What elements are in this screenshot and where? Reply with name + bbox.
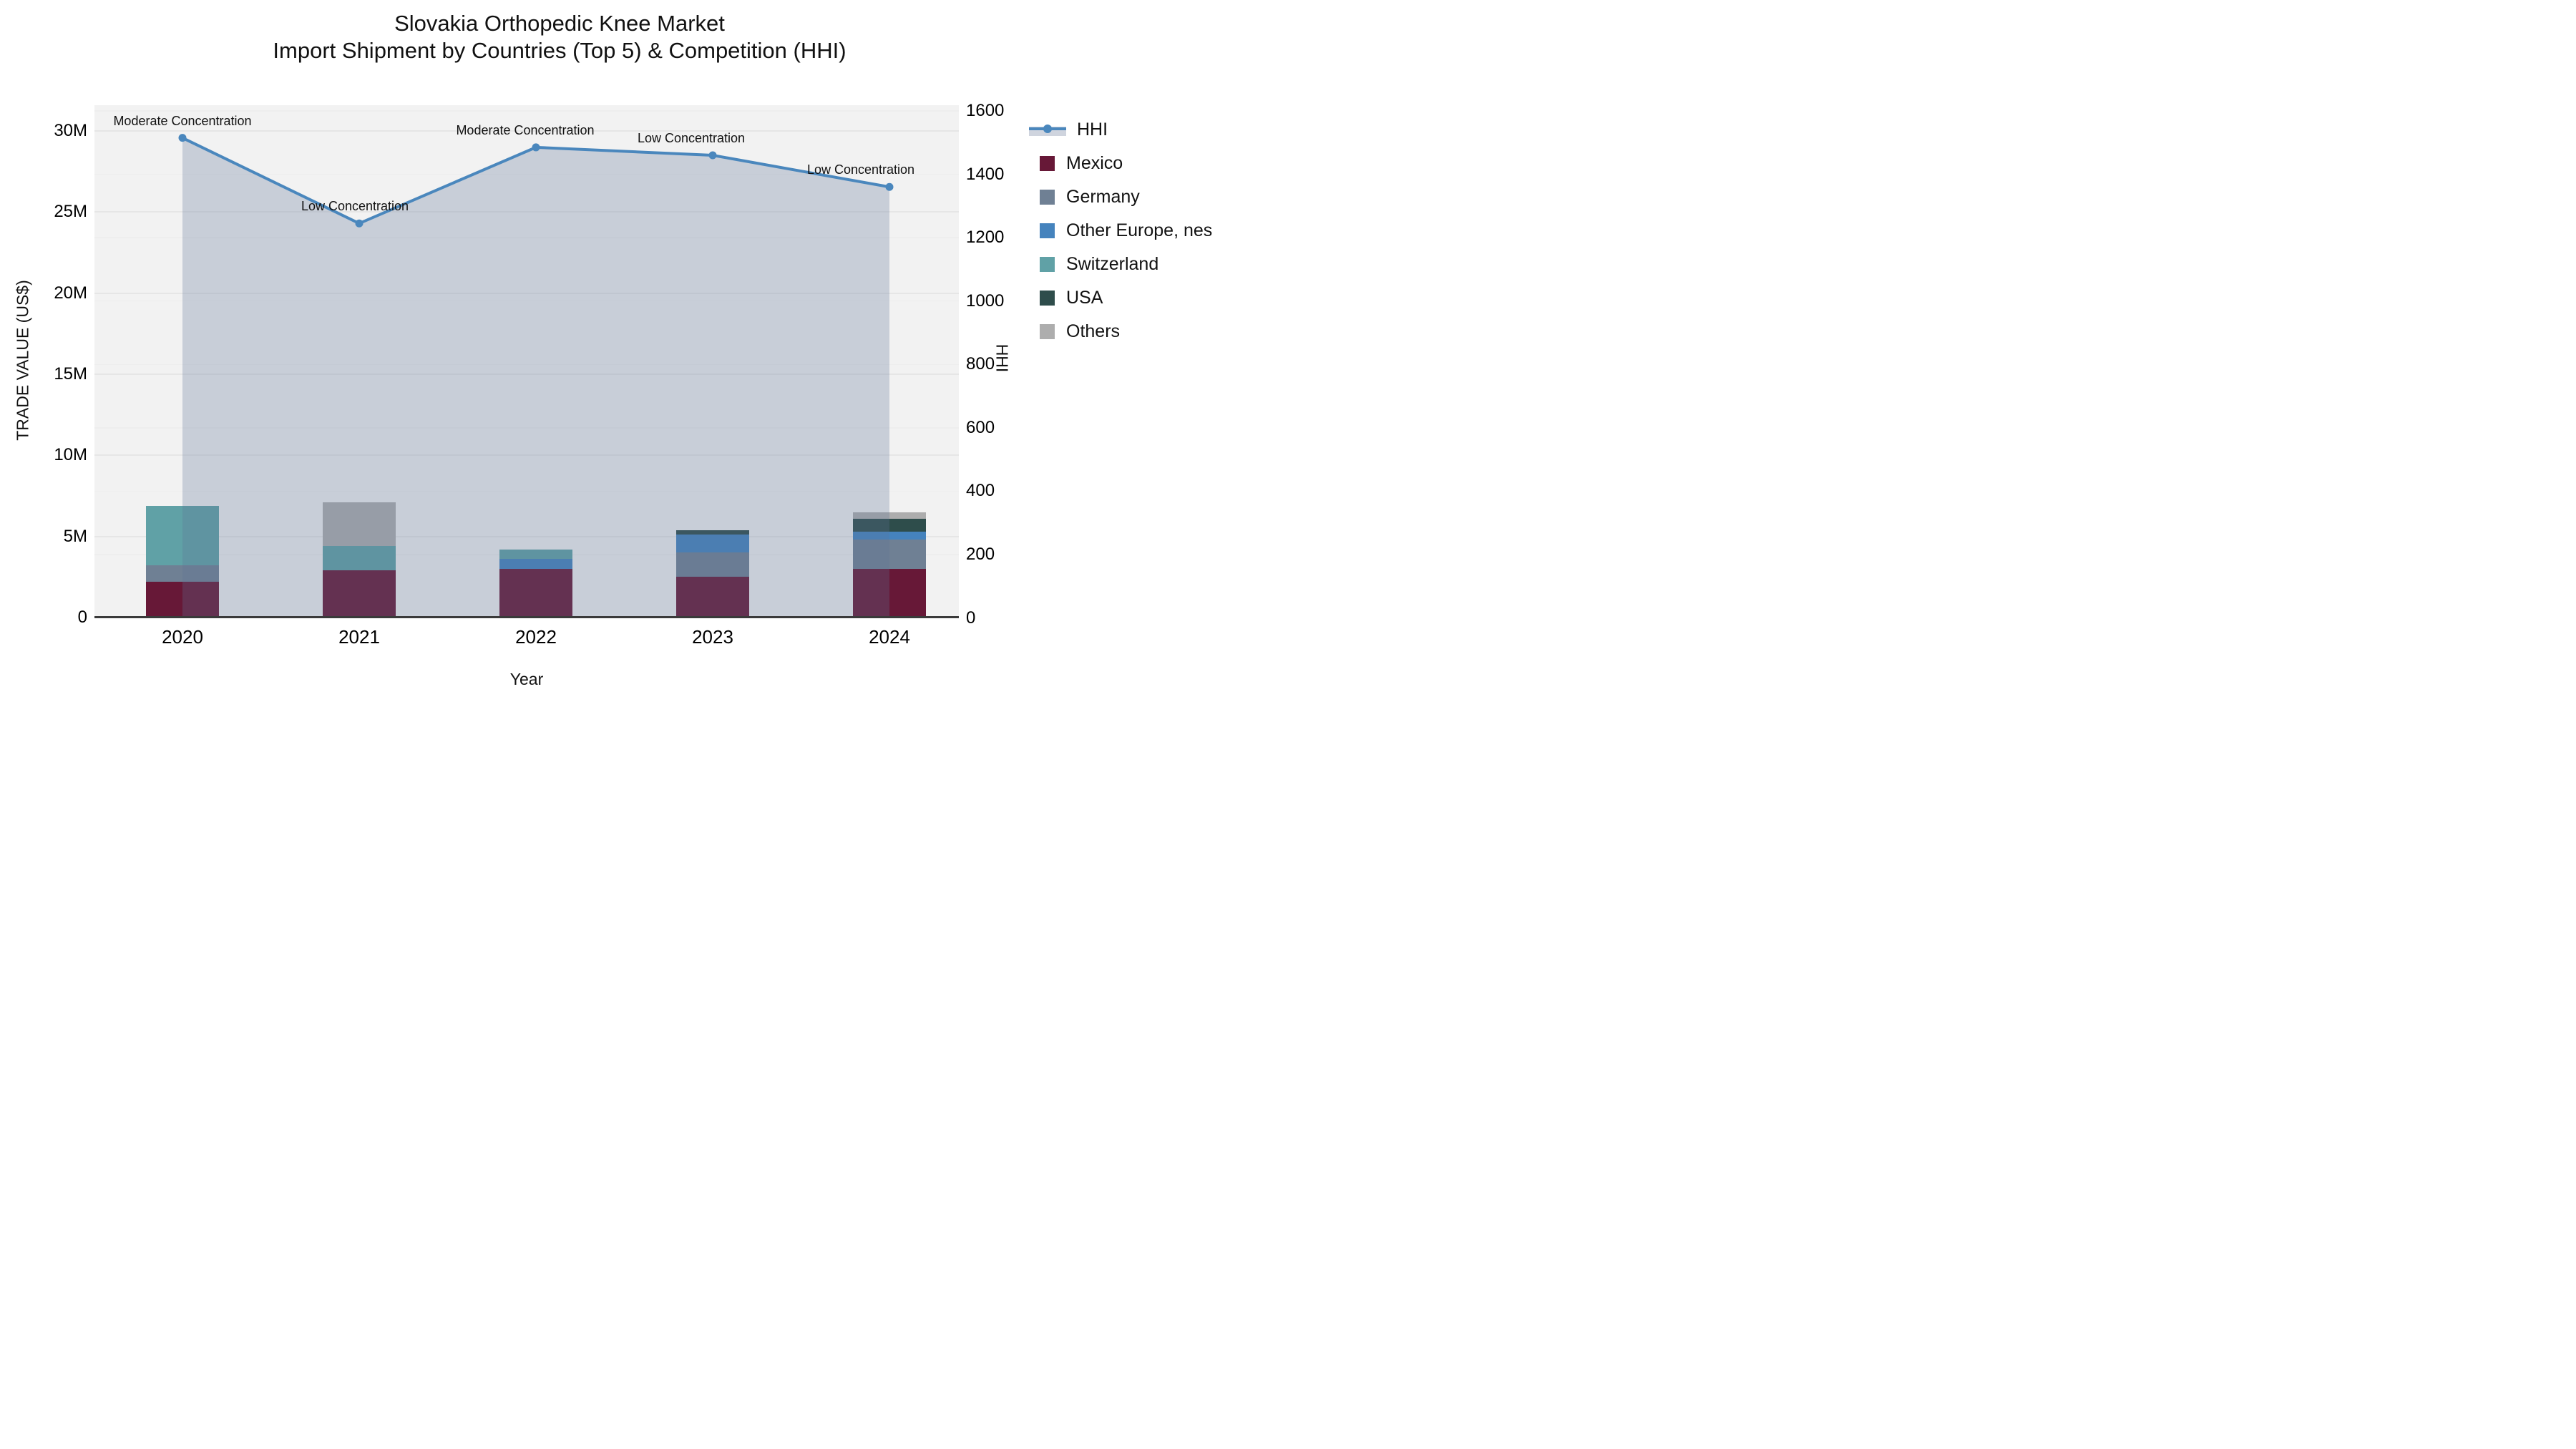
legend: HHI Mexico Germany Other Europe, nes Switzer… (1029, 113, 1212, 348)
gridline-hhi (94, 300, 959, 302)
chart-title-line2: Import Shipment by Countries (Top 5) & C… (273, 38, 847, 63)
legend-item-hhi[interactable]: HHI (1029, 113, 1212, 147)
hhi-marker-icon (1043, 124, 1052, 133)
y-right-tick-label: 1600 (966, 101, 1005, 120)
bar-segment-mexico[interactable] (676, 577, 749, 618)
gridline-hhi (94, 364, 959, 365)
legend-item-label: USA (1066, 288, 1103, 308)
chart-title: Slovakia Orthopedic Knee Market Import S… (0, 10, 1119, 64)
y-right-tick-label: 600 (966, 417, 995, 437)
legend-color-swatch (1040, 324, 1055, 339)
legend-label-hhi: HHI (1077, 119, 1108, 140)
y-right-tick-label: 1000 (966, 291, 1005, 311)
x-tick-label-2021: 2021 (338, 626, 380, 648)
gridline-trade-value (94, 211, 959, 213)
legend-item-usa[interactable]: USA (1029, 281, 1212, 315)
y-left-tick-label: 20M (54, 283, 87, 303)
y-right-tick-label: 1200 (966, 228, 1005, 248)
legend-item-germany[interactable]: Germany (1029, 180, 1212, 214)
y-right-tick-label: 1400 (966, 164, 1005, 184)
gridline-hhi (94, 427, 959, 429)
legend-item-others[interactable]: Others (1029, 315, 1212, 348)
legend-item-switzerland[interactable]: Switzerland (1029, 248, 1212, 281)
chart-page: Slovakia Orthopedic Knee Market Import S… (0, 0, 1288, 725)
bar-segment-mexico[interactable] (499, 568, 572, 618)
gridline-hhi (94, 173, 959, 175)
legend-item-mexico[interactable]: Mexico (1029, 147, 1212, 180)
hhi-annotation-2023: Low Concentration (637, 130, 746, 145)
y-right-tick-label: 800 (966, 354, 995, 374)
chart-title-line1: Slovakia Orthopedic Knee Market (394, 11, 725, 36)
legend-color-swatch (1040, 257, 1055, 272)
y-right-tick-label: 400 (966, 481, 995, 501)
plot-area: Moderate Concentration Low Concentration M… (94, 105, 959, 618)
x-tick-label-2020: 2020 (162, 626, 203, 648)
legend-item-label: Germany (1066, 187, 1140, 207)
hhi-legend-sample-icon (1029, 122, 1066, 139)
hhi-point-2024[interactable] (885, 182, 894, 191)
hhi-overlay (178, 134, 894, 618)
gridline-trade-value (94, 373, 959, 375)
gridline-hhi (94, 490, 959, 492)
hhi-area-fill (182, 137, 889, 618)
gridline-hhi (94, 110, 959, 112)
legend-color-swatch (1040, 156, 1055, 171)
gridline-trade-value (94, 292, 959, 294)
x-axis-title: Year (509, 670, 544, 688)
hhi-annotation-2022: Moderate Concentration (456, 122, 595, 137)
y-left-tick-label: 15M (54, 364, 87, 384)
bar-segment-mexico[interactable] (146, 582, 219, 618)
y-right-tick-label: 0 (966, 608, 976, 628)
y-left-tick-label: 10M (54, 445, 87, 465)
hhi-annotation-2024: Low Concentration (806, 162, 915, 177)
legend-item-label: Other Europe, nes (1066, 220, 1213, 240)
hhi-annotation-2020: Moderate Concentration (113, 113, 252, 128)
legend-item-other-europe-nes[interactable]: Other Europe, nes (1029, 214, 1212, 248)
hhi-point-2022[interactable] (532, 143, 540, 152)
hhi-point-2023[interactable] (708, 151, 717, 160)
x-tick-label-2022: 2022 (515, 626, 557, 648)
y-left-tick-label: 0 (77, 608, 87, 627)
bar-segment-mexico[interactable] (853, 568, 926, 618)
y-left-axis-title: TRADE VALUE (US$) (13, 280, 32, 441)
legend-item-label: Switzerland (1066, 254, 1159, 274)
y-right-axis-title: HHI (992, 343, 1012, 373)
bar-segment-mexico[interactable] (323, 570, 396, 618)
legend-color-swatch (1040, 190, 1055, 205)
y-left-tick-label: 5M (63, 526, 87, 546)
gridline-trade-value (94, 130, 959, 132)
y-left-tick-label: 30M (54, 120, 87, 140)
gridline-hhi (94, 237, 959, 238)
x-tick-label-2024: 2024 (869, 626, 910, 648)
hhi-point-2020[interactable] (178, 134, 187, 142)
legend-item-label: Others (1066, 321, 1121, 341)
x-tick-label-2023: 2023 (692, 626, 733, 648)
legend-color-swatch (1040, 291, 1055, 306)
x-axis-line (94, 616, 959, 618)
legend-color-swatch (1040, 223, 1055, 238)
y-left-tick-label: 25M (54, 202, 87, 222)
hhi-point-2021[interactable] (355, 219, 364, 228)
y-right-tick-label: 200 (966, 544, 995, 564)
hhi-annotation-2021: Low Concentration (301, 199, 409, 214)
legend-item-label: Mexico (1066, 153, 1123, 173)
gridline-trade-value (94, 535, 959, 537)
gridline-trade-value (94, 454, 959, 457)
